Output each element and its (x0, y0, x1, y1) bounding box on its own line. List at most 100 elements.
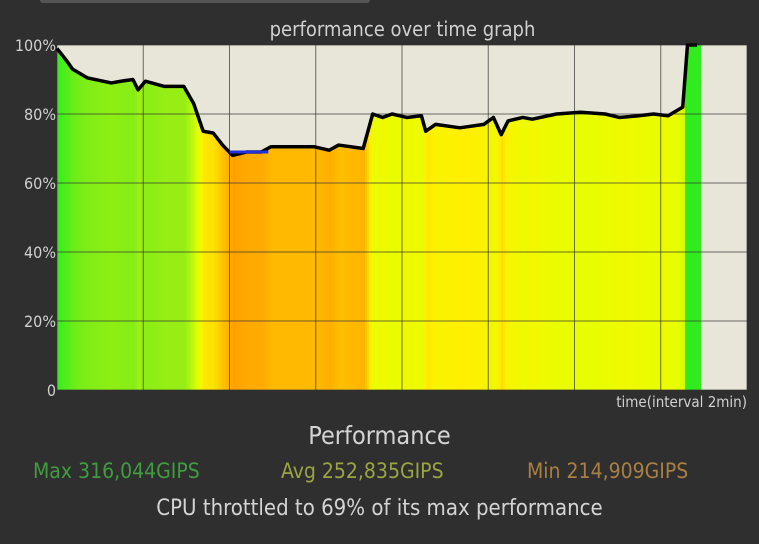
area-fill-column (695, 45, 698, 390)
area-fill-column (125, 80, 128, 390)
area-fill-column (119, 81, 122, 390)
area-fill-column (65, 58, 68, 390)
area-fill-column (117, 81, 120, 390)
area-fill-column (143, 84, 146, 391)
area-fill-column (637, 115, 640, 391)
area-fill-column (461, 127, 464, 391)
area-fill-column (95, 79, 98, 391)
area-fill-column (483, 124, 486, 391)
area-fill-column (399, 115, 402, 391)
area-fill-column (361, 148, 364, 390)
y-tick-label: 0 (47, 381, 56, 400)
area-fill-column (451, 126, 454, 390)
area-fill-column (171, 86, 174, 391)
area-fill-column (187, 91, 190, 391)
area-fill-column (123, 80, 126, 391)
area-fill-column (491, 119, 494, 391)
area-fill-column (103, 81, 106, 390)
area-fill-column (179, 86, 182, 391)
area-fill-column (213, 132, 216, 390)
area-fill-column (369, 127, 372, 390)
area-fill-column (437, 124, 440, 390)
area-fill-column (263, 151, 266, 390)
area-fill-column (157, 84, 160, 390)
area-fill-column (259, 151, 262, 390)
area-fill-column (445, 125, 448, 390)
area-fill-column (93, 79, 96, 390)
area-fill-column (677, 110, 680, 391)
area-fill-column (525, 117, 528, 390)
area-fill-column (507, 123, 510, 390)
area-fill-column (325, 149, 328, 390)
area-fill-column (265, 149, 268, 390)
x-axis-label: time(interval 2min) (616, 393, 747, 411)
area-fill-column (669, 115, 672, 390)
area-fill-column (533, 119, 536, 391)
area-fill-column (335, 147, 338, 390)
area-fill-column (307, 146, 310, 390)
area-fill-column (357, 147, 360, 390)
performance-heading: Performance (308, 421, 451, 450)
area-fill-column (371, 120, 374, 390)
area-fill-column (459, 127, 462, 390)
area-fill-column (407, 117, 410, 390)
area-fill-column (131, 79, 134, 391)
area-fill-column (419, 116, 422, 390)
area-fill-column (581, 112, 584, 390)
area-fill-column (255, 151, 258, 390)
area-fill-column (243, 152, 246, 390)
min-stat: Min 214,909GIPS (527, 459, 689, 483)
area-fill-column (447, 125, 450, 391)
area-fill-column (667, 115, 670, 391)
area-fill-column (189, 95, 192, 391)
area-fill-column (455, 127, 458, 390)
y-tick-label: 20% (24, 312, 56, 331)
area-fill-column (233, 155, 236, 390)
area-fill-column (613, 115, 616, 390)
area-fill-column (165, 86, 168, 391)
area-fill-column (441, 125, 444, 390)
area-fill-column (621, 117, 624, 390)
area-fill-column (405, 117, 408, 390)
y-tick-label: 100% (15, 36, 56, 55)
area-fill-column (107, 82, 110, 390)
performance-chart: 0 20% 40% 60% 80% 100% (15, 36, 748, 400)
area-fill-column (67, 61, 70, 390)
area-fill-column (505, 127, 508, 390)
area-fill-column (177, 86, 180, 391)
area-fill-column (427, 130, 430, 390)
area-fill-column (69, 64, 72, 390)
area-fill-column (221, 143, 224, 390)
area-fill-column (285, 146, 288, 390)
area-fill-column (497, 125, 500, 391)
area-fill-column (351, 146, 354, 390)
area-fill-column (495, 120, 498, 390)
area-fill-column (545, 116, 548, 390)
area-fill-column (135, 83, 138, 390)
area-fill-column (283, 146, 286, 390)
area-fill-column (549, 115, 552, 390)
area-fill-column (247, 151, 250, 390)
area-fill-column (81, 74, 84, 391)
area-fill-column (147, 81, 150, 390)
area-fill-column (515, 119, 518, 390)
area-fill-column (435, 124, 438, 390)
area-fill-column (319, 147, 322, 390)
area-fill-column (235, 154, 238, 390)
area-fill-column (217, 137, 220, 390)
area-fill-column (517, 118, 520, 390)
area-fill-column (267, 148, 270, 390)
area-fill-column (299, 146, 302, 390)
area-fill-column (537, 118, 540, 390)
area-fill-column (463, 127, 466, 391)
area-fill-column (301, 146, 304, 390)
area-fill-column (173, 86, 176, 391)
area-fill-column (229, 151, 232, 390)
area-fill-column (489, 120, 492, 390)
area-fill-column (237, 154, 240, 390)
area-fill-column (681, 108, 684, 390)
area-fill-column (207, 131, 210, 390)
area-fill-column (311, 146, 314, 390)
area-fill-column (687, 51, 690, 391)
area-fill-column (663, 115, 666, 391)
